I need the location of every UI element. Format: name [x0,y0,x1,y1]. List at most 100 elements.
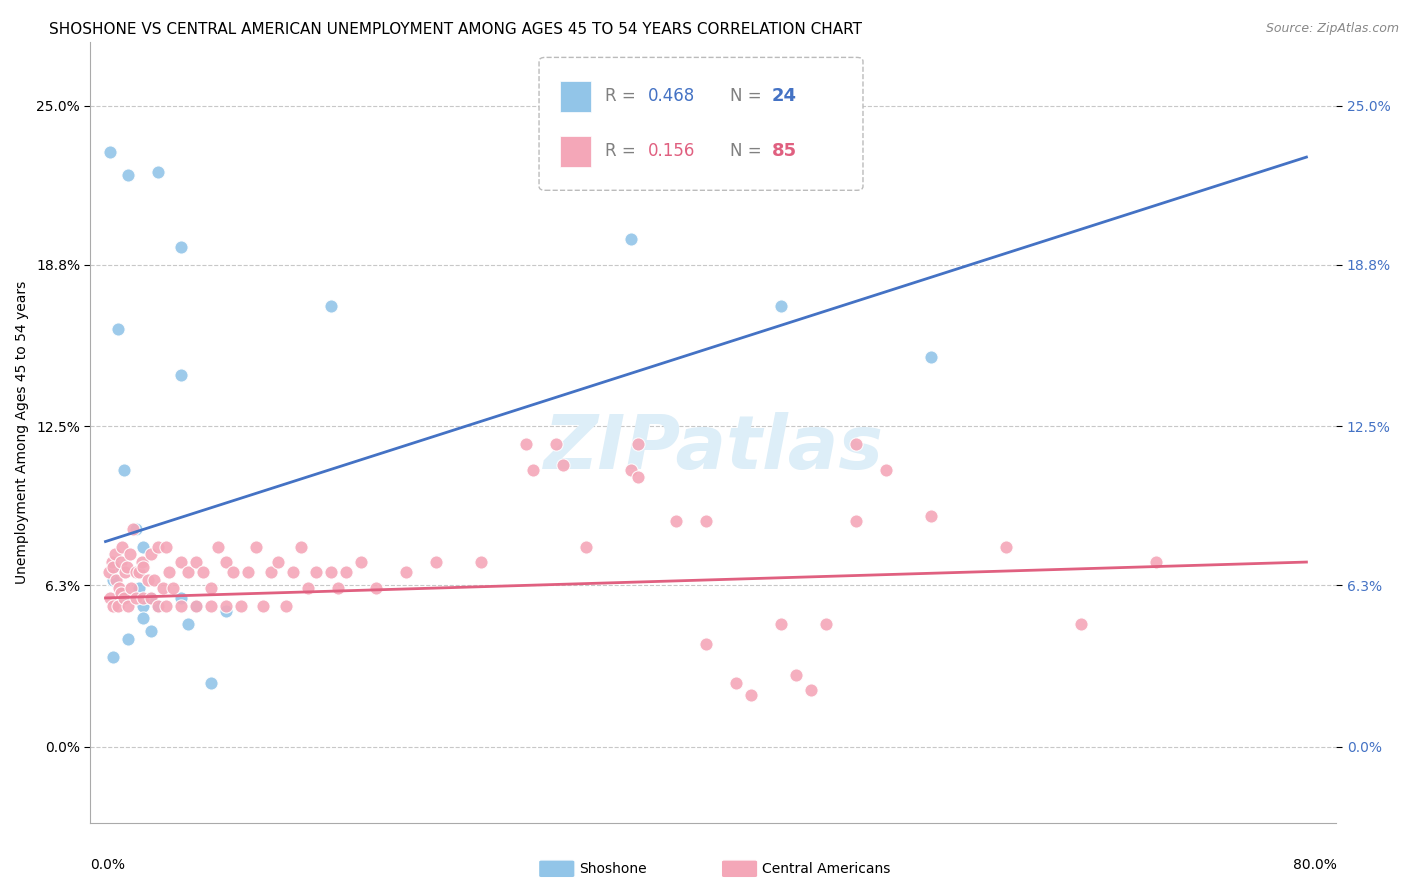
Point [229,599,252,613]
Point [214,555,236,569]
Point [1144,555,1167,569]
Point [665,514,688,528]
Point [553,458,575,472]
Point [139,624,162,639]
Point [112,463,135,477]
Point [101,560,124,574]
Bar [560,136,592,167]
Point [117,632,139,646]
Point [152,581,174,595]
Point [214,604,236,618]
Point [169,368,191,382]
Point [207,540,229,554]
Point [110,555,132,569]
Point [200,675,222,690]
Point [395,566,418,580]
Point [350,555,373,569]
Point [155,599,177,613]
Point [115,560,138,574]
Point [627,470,650,484]
Point [281,566,304,580]
Point [815,616,838,631]
Point [214,599,236,613]
Point [236,566,259,580]
Point [132,599,155,613]
Point [769,299,792,313]
Point [875,463,897,477]
Point [470,555,492,569]
Point [305,566,328,580]
Point [252,599,274,613]
Point [146,599,169,613]
Point [132,560,155,574]
Point [319,566,342,580]
Point [575,540,598,554]
Point [184,555,207,569]
Point [267,555,290,569]
Point [259,566,281,580]
Point [157,566,180,580]
Point [97,566,120,580]
Point [184,599,207,613]
Point [169,240,191,254]
Point [169,599,191,613]
Text: 0.468: 0.468 [647,87,695,105]
Point [169,591,191,605]
Point [110,586,132,600]
Point [98,591,121,605]
Point [184,599,207,613]
Point [800,683,823,698]
Point [146,599,169,613]
Point [522,463,544,477]
Point [114,566,136,580]
Text: R =: R = [605,87,641,105]
Point [112,591,135,605]
Point [132,591,155,605]
Point [620,232,643,246]
Point [920,350,942,364]
Point [274,599,297,613]
Point [425,555,447,569]
Point [110,586,132,600]
Point [200,581,222,595]
Point [364,581,387,595]
Point [132,540,155,554]
Point [128,581,150,595]
Point [769,616,792,631]
Point [118,547,141,561]
Text: N =: N = [730,142,766,161]
Point [169,555,191,569]
Point [995,540,1018,554]
Point [139,591,162,605]
Point [155,540,177,554]
Point [128,566,150,580]
Point [124,591,146,605]
Text: 80.0%: 80.0% [1292,858,1337,872]
Text: Shoshone: Shoshone [579,862,647,876]
Point [845,437,868,451]
Point [335,566,357,580]
Point [785,668,807,682]
FancyBboxPatch shape [538,57,863,190]
Point [124,522,146,536]
Text: R =: R = [605,142,641,161]
Point [101,560,124,574]
Point [121,522,143,536]
Point [724,675,747,690]
Point [290,540,312,554]
Point [98,145,121,159]
Point [101,599,124,613]
Point [139,547,162,561]
Point [107,322,129,336]
Point [108,581,131,595]
Point [117,599,139,613]
Point [105,573,128,587]
Text: 24: 24 [772,87,797,105]
Point [191,566,214,580]
Point [319,299,342,313]
Point [544,437,567,451]
Point [162,581,184,595]
Point [845,514,868,528]
Point [245,540,267,554]
Text: 0.156: 0.156 [647,142,695,161]
